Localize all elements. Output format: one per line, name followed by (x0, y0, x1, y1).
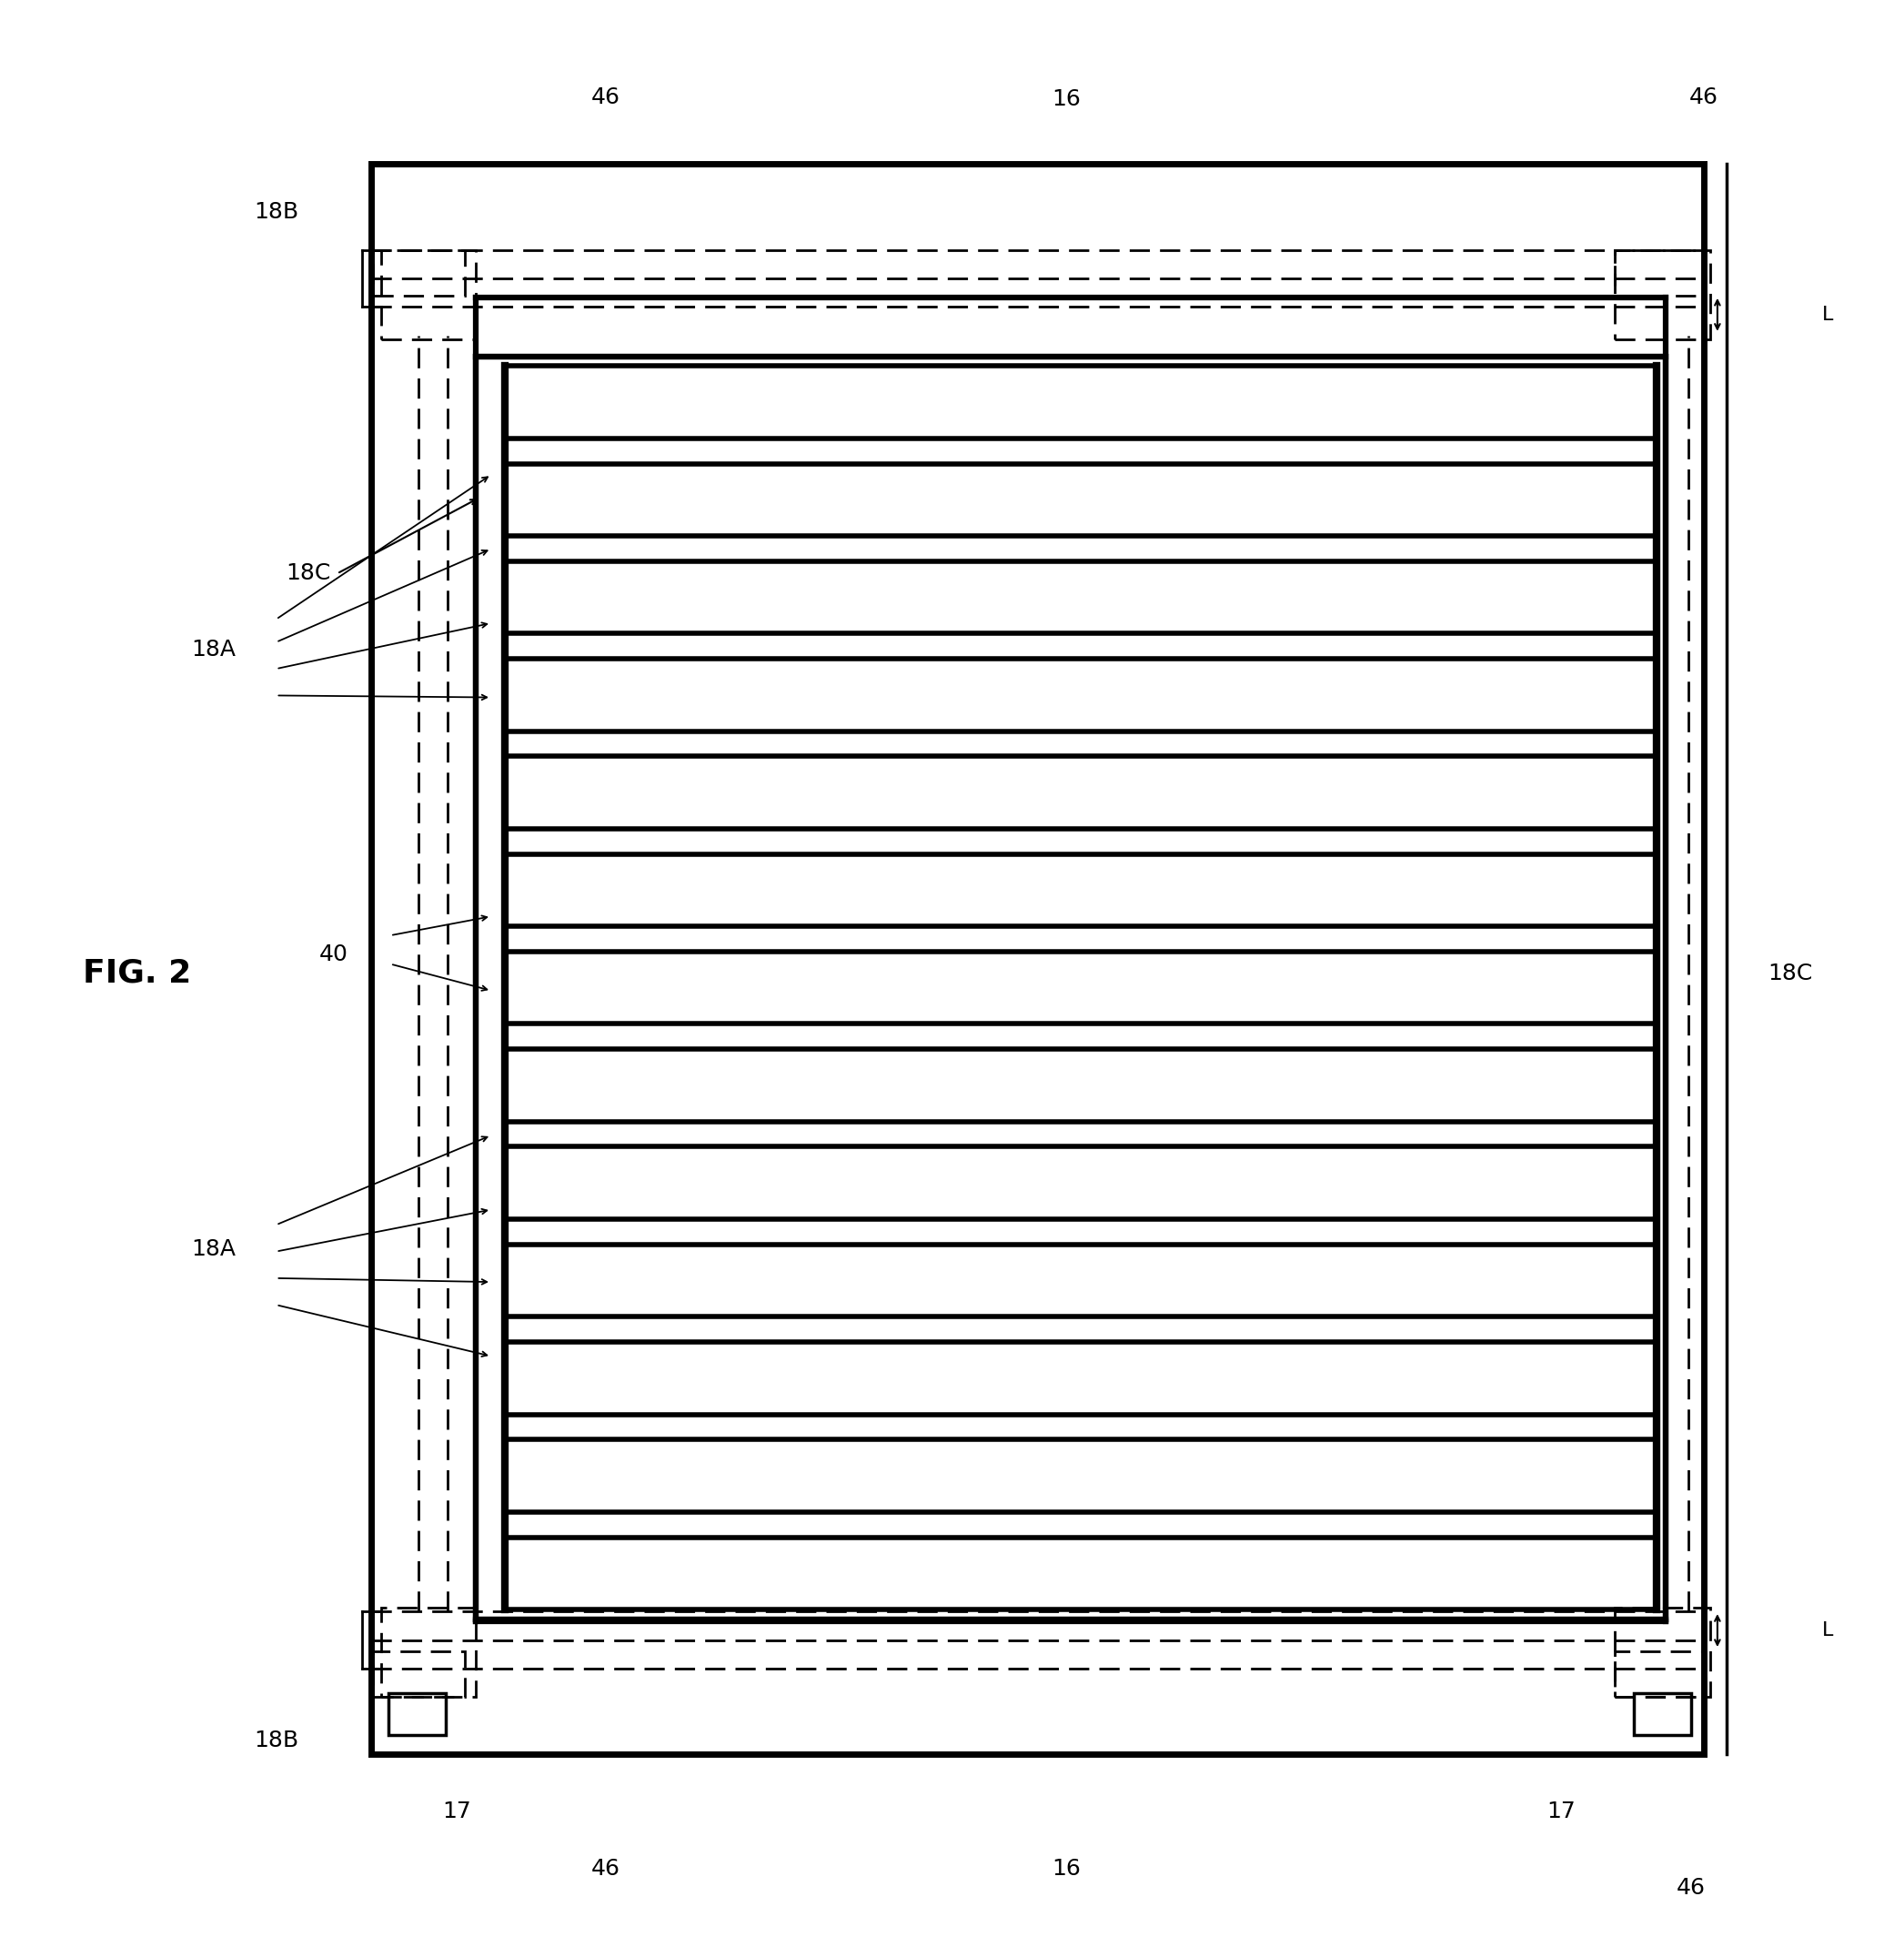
Bar (373, 249, 465, 296)
Text: L: L (1822, 306, 1834, 323)
Text: 18A: 18A (190, 1238, 236, 1260)
Bar (1634, 1694, 1691, 1735)
Text: 17: 17 (442, 1801, 472, 1822)
Text: 18B: 18B (253, 201, 299, 222)
Text: 46: 46 (1689, 86, 1719, 109)
Text: 18B: 18B (253, 1731, 299, 1752)
Text: 40: 40 (318, 944, 348, 966)
Text: 46: 46 (1676, 1877, 1706, 1898)
Bar (1615, 249, 1710, 339)
Text: 16: 16 (1051, 88, 1081, 111)
Bar (381, 249, 476, 339)
Text: L: L (1822, 1622, 1834, 1639)
Bar (373, 1651, 465, 1698)
Bar (1615, 249, 1706, 296)
Text: 18C: 18C (1767, 962, 1813, 985)
Text: 16: 16 (1051, 1857, 1081, 1879)
Bar (381, 1608, 476, 1698)
Bar (1615, 1608, 1710, 1698)
Text: 18A: 18A (190, 639, 236, 660)
Bar (1615, 1651, 1706, 1698)
Bar (476, 356, 1666, 1620)
Text: 17: 17 (1546, 1801, 1577, 1822)
Text: 46: 46 (590, 86, 621, 109)
Bar (388, 1694, 446, 1735)
Text: FIG. 2: FIG. 2 (84, 958, 190, 989)
Bar (371, 164, 1704, 1754)
Text: 46: 46 (590, 1857, 621, 1879)
Text: 18C: 18C (286, 563, 331, 584)
